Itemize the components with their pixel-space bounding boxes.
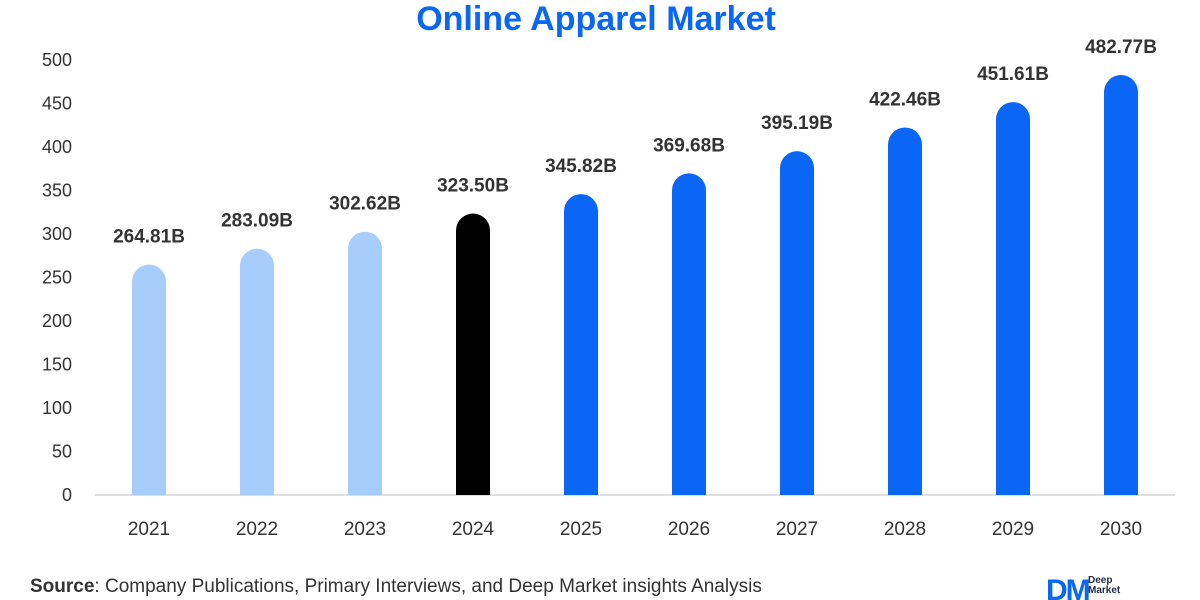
bar — [348, 231, 382, 495]
bar — [240, 248, 274, 495]
source-label: Source — [30, 576, 95, 597]
x-axis-ticks: 2021 2022 2023 2024 2025 2026 2027 2028 2029 2030 — [128, 519, 1142, 540]
x-tick-label: 2026 — [668, 519, 710, 540]
y-axis-ticks: 0 50 100 150 200 250 300 350 400 450 500 — [42, 50, 72, 505]
data-label: 302.62B — [329, 194, 401, 215]
bar — [996, 102, 1030, 495]
x-tick-label: 2024 — [452, 519, 495, 540]
y-tick-label: 150 — [42, 355, 72, 375]
data-label: 395.19B — [761, 113, 833, 134]
data-label: 264.81B — [113, 227, 185, 248]
data-label: 451.61B — [977, 64, 1049, 85]
y-tick-label: 100 — [42, 398, 72, 418]
chart-title: Online Apparel Market — [416, 0, 776, 38]
x-tick-label: 2030 — [1100, 519, 1142, 540]
y-tick-label: 200 — [42, 311, 72, 331]
logo-line-2: Market — [1088, 585, 1121, 596]
brand-logo: DM Deep Market — [1046, 574, 1196, 600]
data-label: 369.68B — [653, 135, 725, 156]
data-label: 482.77B — [1085, 37, 1157, 58]
source-text: : Company Publications, Primary Intervie… — [94, 576, 762, 597]
x-tick-label: 2023 — [344, 519, 386, 540]
bar — [672, 173, 706, 495]
data-label: 283.09B — [221, 211, 293, 232]
bar — [456, 213, 490, 495]
bar — [888, 127, 922, 496]
bars — [132, 74, 1138, 496]
y-tick-label: 250 — [42, 268, 72, 288]
data-label: 323.50B — [437, 176, 509, 197]
logo-mark: DM — [1046, 574, 1091, 600]
x-tick-label: 2029 — [992, 519, 1034, 540]
x-tick-label: 2027 — [776, 519, 818, 540]
bar — [1104, 74, 1138, 495]
source-note: Source: Company Publications, Primary In… — [30, 576, 762, 598]
bar — [780, 151, 814, 495]
bar — [132, 264, 166, 495]
bar — [564, 194, 598, 495]
y-tick-label: 0 — [62, 485, 72, 505]
y-tick-label: 350 — [42, 181, 72, 201]
data-labels: 264.81B 283.09B 302.62B 323.50B 345.82B 369.6… — [113, 37, 1157, 248]
y-tick-label: 500 — [42, 50, 72, 70]
y-tick-label: 50 — [52, 442, 72, 462]
data-label: 422.46B — [869, 89, 941, 110]
logo-line-1: Deep — [1088, 575, 1113, 586]
data-label: 345.82B — [545, 156, 617, 177]
y-tick-label: 300 — [42, 224, 72, 244]
x-tick-label: 2022 — [236, 519, 278, 540]
y-tick-label: 400 — [42, 137, 72, 157]
x-tick-label: 2025 — [560, 519, 602, 540]
x-tick-label: 2028 — [884, 519, 926, 540]
y-tick-label: 450 — [42, 94, 72, 114]
x-tick-label: 2021 — [128, 519, 170, 540]
